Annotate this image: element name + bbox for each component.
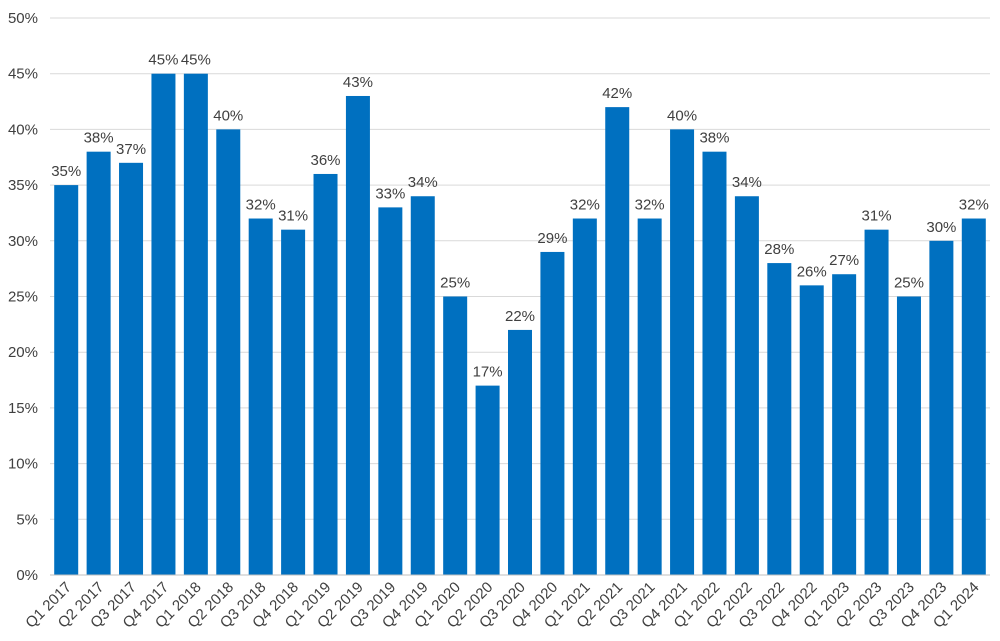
bar (799, 285, 824, 575)
data-label: 43% (343, 74, 373, 91)
data-label: 42% (602, 85, 632, 102)
bar (86, 151, 111, 575)
data-label: 27% (829, 252, 859, 269)
data-label: 38% (699, 130, 729, 147)
bar (637, 218, 662, 575)
bar (896, 296, 921, 575)
data-label: 22% (505, 308, 535, 325)
bar (313, 173, 338, 575)
bar (54, 185, 79, 575)
y-tick-label: 50% (8, 10, 38, 27)
y-tick-label: 35% (8, 177, 38, 194)
data-label: 34% (732, 174, 762, 191)
bar (119, 162, 144, 575)
bar (508, 329, 532, 575)
bar (864, 229, 889, 575)
y-tick-label: 0% (16, 567, 38, 584)
data-label: 45% (148, 52, 178, 69)
bar (443, 296, 468, 575)
data-labels: 35%38%37%45% 45%40%32%31%36%43%33%34%25%1… (51, 52, 989, 381)
y-tick-label: 40% (8, 121, 38, 138)
data-label: 26% (797, 263, 827, 280)
data-label: 40% (667, 107, 697, 124)
bar (248, 218, 273, 575)
y-tick-label: 30% (8, 233, 38, 250)
y-tick-label: 15% (8, 400, 38, 417)
y-tick-label: 20% (8, 344, 38, 361)
data-label: 31% (278, 208, 308, 225)
data-label: 32% (570, 197, 600, 214)
bar (734, 196, 759, 576)
bar (540, 251, 565, 575)
bar (670, 129, 695, 575)
y-tick-label: 10% (8, 456, 38, 473)
data-label: 33% (375, 185, 405, 202)
bars (54, 73, 986, 576)
bar (961, 218, 986, 575)
y-tick-label: 25% (8, 289, 38, 306)
bar (702, 151, 727, 575)
data-label: 32% (635, 197, 665, 214)
data-label: 38% (84, 130, 114, 147)
data-label: 17% (473, 364, 503, 381)
data-label: 34% (408, 174, 438, 191)
data-label: 32% (246, 197, 276, 214)
bar (216, 129, 241, 575)
data-label: 36% (311, 152, 341, 169)
y-tick-label: 45% (8, 66, 38, 83)
bar (345, 95, 370, 575)
data-label: 37% (116, 141, 146, 158)
bar (832, 274, 857, 575)
data-label: 28% (764, 241, 794, 258)
data-label: 32% (959, 197, 989, 214)
bar (767, 263, 792, 575)
data-label: 25% (894, 275, 924, 292)
bar (281, 229, 306, 575)
bar (929, 240, 954, 576)
data-label: 31% (862, 208, 892, 225)
data-label: 30% (926, 219, 956, 236)
bar (378, 207, 403, 575)
data-label: 25% (440, 275, 470, 292)
bar (475, 385, 500, 575)
y-tick-label: 5% (16, 511, 38, 528)
bar (605, 107, 630, 576)
data-label: 29% (537, 230, 567, 247)
y-axis-ticks: 0% 5% 10% 15% 20% 25% 30% 35% 40% 45% 50% (8, 10, 38, 584)
data-label: 35% (51, 163, 81, 180)
data-label: 45% (181, 52, 211, 69)
bar (151, 73, 176, 575)
data-label: 40% (213, 107, 243, 124)
bar (410, 196, 435, 576)
bar (572, 218, 597, 575)
bar (183, 73, 208, 575)
